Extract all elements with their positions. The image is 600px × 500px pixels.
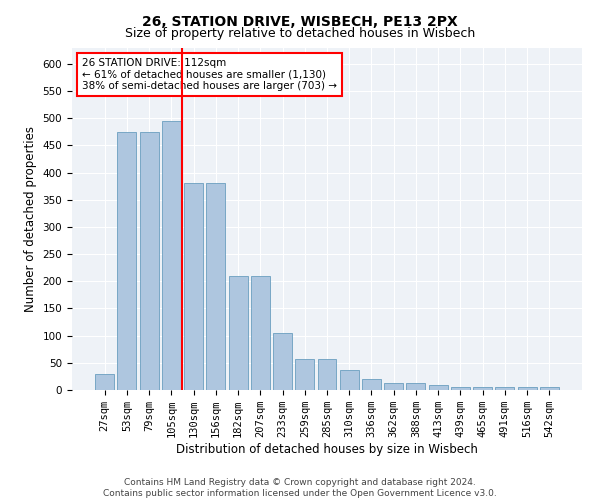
Bar <box>540 388 559 390</box>
Y-axis label: Number of detached properties: Number of detached properties <box>24 126 37 312</box>
Bar <box>140 132 158 390</box>
Text: 26 STATION DRIVE: 112sqm
← 61% of detached houses are smaller (1,130)
38% of sem: 26 STATION DRIVE: 112sqm ← 61% of detach… <box>82 58 337 91</box>
Text: Contains HM Land Registry data © Crown copyright and database right 2024.
Contai: Contains HM Land Registry data © Crown c… <box>103 478 497 498</box>
Bar <box>451 386 470 390</box>
Bar <box>206 184 225 390</box>
Bar <box>184 184 203 390</box>
Bar <box>229 276 248 390</box>
Bar <box>429 384 448 390</box>
Text: 26, STATION DRIVE, WISBECH, PE13 2PX: 26, STATION DRIVE, WISBECH, PE13 2PX <box>142 15 458 29</box>
Bar <box>162 121 181 390</box>
Bar <box>406 384 425 390</box>
X-axis label: Distribution of detached houses by size in Wisbech: Distribution of detached houses by size … <box>176 443 478 456</box>
Bar <box>95 374 114 390</box>
Bar <box>384 383 403 390</box>
Bar <box>295 359 314 390</box>
Bar <box>496 388 514 390</box>
Text: Size of property relative to detached houses in Wisbech: Size of property relative to detached ho… <box>125 28 475 40</box>
Bar <box>518 388 536 390</box>
Bar <box>118 132 136 390</box>
Bar <box>317 359 337 390</box>
Bar <box>340 370 359 390</box>
Bar <box>473 388 492 390</box>
Bar <box>362 379 381 390</box>
Bar <box>273 333 292 390</box>
Bar <box>251 276 270 390</box>
